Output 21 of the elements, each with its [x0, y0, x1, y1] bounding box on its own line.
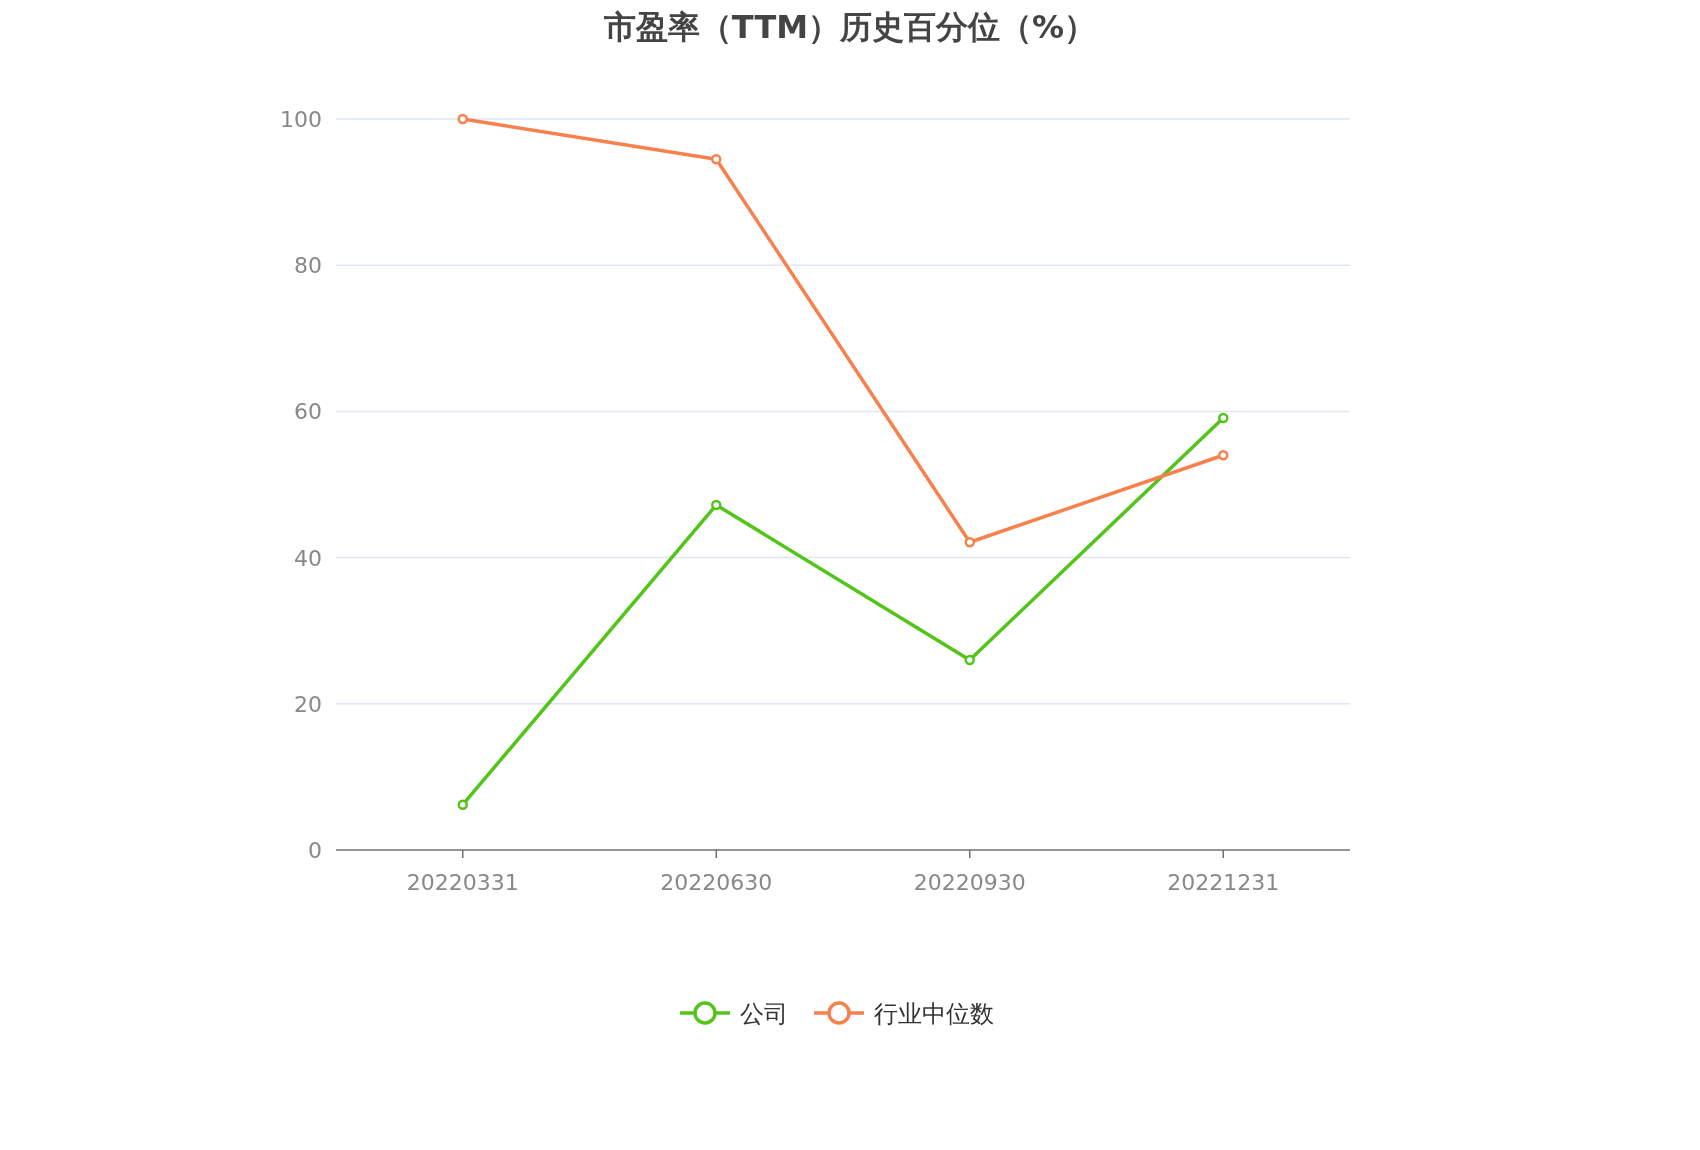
- x-tick-label: 20221231: [1167, 870, 1280, 895]
- point: [457, 113, 468, 125]
- x-tick-label: 20220331: [406, 870, 519, 895]
- x-tick-label: 20220930: [913, 870, 1026, 895]
- legend-label: 行业中位数: [874, 1000, 994, 1028]
- point: [964, 537, 975, 548]
- y-tick-label: 100: [280, 107, 322, 132]
- point: [1218, 412, 1229, 424]
- y-tick-label: 80: [294, 253, 322, 279]
- x-tick-label: 20220630: [660, 870, 773, 895]
- y-tick-label: 20: [294, 691, 322, 717]
- y-tick-label: 40: [294, 545, 322, 571]
- chart-title: 市盈率（TTM）历史百分位（%）: [602, 8, 1097, 46]
- point: [711, 153, 722, 165]
- point: [711, 499, 722, 511]
- legend-label: 公司: [740, 1000, 788, 1028]
- point: [1218, 450, 1229, 461]
- point: [457, 799, 468, 810]
- y-tick-label: 0: [308, 838, 322, 863]
- point: [964, 654, 975, 666]
- y-tick-label: 60: [294, 399, 322, 425]
